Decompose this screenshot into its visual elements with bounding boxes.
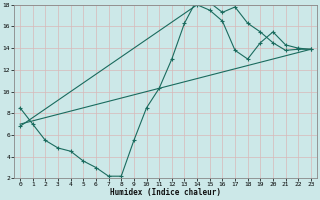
X-axis label: Humidex (Indice chaleur): Humidex (Indice chaleur) bbox=[110, 188, 221, 197]
